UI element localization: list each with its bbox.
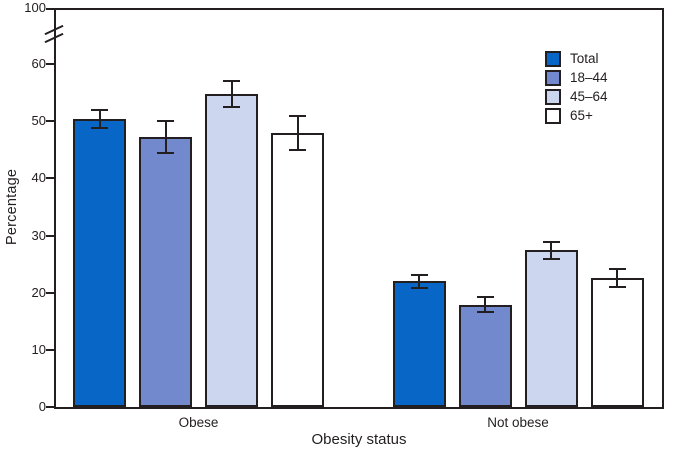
legend-label-18-44: 18–44 bbox=[570, 70, 608, 85]
error-bar-obese-45-64 bbox=[230, 81, 233, 107]
y-axis-tick-60 bbox=[46, 63, 54, 65]
y-axis-tick-50 bbox=[46, 120, 54, 123]
legend-item-65: 65+ bbox=[545, 108, 635, 124]
error-bar-cap bbox=[608, 268, 626, 271]
legend-item-45-64: 45–64 bbox=[545, 89, 635, 105]
error-bar-cap bbox=[157, 120, 174, 123]
error-bar-cap bbox=[476, 310, 494, 313]
bar-obese-45-64 bbox=[205, 93, 258, 407]
y-axis-tick-0 bbox=[46, 406, 54, 408]
x-group-label-not-obese: Not obese bbox=[487, 415, 549, 430]
error-bar-cap bbox=[157, 152, 174, 155]
bar-obese-total bbox=[73, 118, 126, 407]
legend-swatch-total bbox=[545, 51, 561, 67]
legend-swatch-65 bbox=[545, 108, 561, 124]
y-axis-tick-label-100: 100 bbox=[24, 0, 46, 15]
bar-not-obese-65 bbox=[590, 277, 644, 407]
error-bar-cap bbox=[542, 240, 560, 243]
bar-obese-18-44 bbox=[139, 137, 192, 407]
error-bar-cap bbox=[289, 149, 306, 152]
error-bar-cap bbox=[91, 127, 108, 130]
legend-label-65: 65+ bbox=[570, 108, 593, 123]
error-bar-not-obese-65 bbox=[616, 269, 618, 287]
error-bar-cap bbox=[91, 108, 108, 111]
error-bar-not-obese-45-64 bbox=[550, 241, 552, 259]
legend-item-total: Total bbox=[545, 51, 635, 67]
y-axis-tick-label-50: 50 bbox=[31, 113, 46, 129]
y-axis-tick-label-40: 40 bbox=[31, 170, 46, 186]
error-bar-cap bbox=[410, 286, 428, 289]
y-axis-tick-20 bbox=[46, 291, 54, 294]
y-axis-tick-label-0: 0 bbox=[38, 399, 46, 414]
y-axis-tick-label-10: 10 bbox=[31, 341, 46, 357]
error-bar-obese-total bbox=[98, 109, 101, 128]
error-bar-cap bbox=[608, 285, 626, 288]
error-bar-not-obese-total bbox=[418, 274, 420, 288]
bar-not-obese-45-64 bbox=[524, 250, 578, 407]
error-bar-cap bbox=[289, 115, 306, 118]
y-axis-tick-40 bbox=[46, 177, 54, 180]
legend-swatch-45-64 bbox=[545, 89, 561, 105]
y-axis-tick-30 bbox=[46, 234, 54, 237]
y-axis-tick-label-20: 20 bbox=[31, 284, 46, 300]
error-bar-obese-18-44 bbox=[164, 121, 167, 154]
bar-not-obese-total bbox=[392, 281, 446, 407]
y-axis-title: Percentage bbox=[4, 168, 20, 246]
bar-not-obese-18-44 bbox=[458, 304, 512, 407]
legend-swatch-18-44 bbox=[545, 70, 561, 86]
legend-label-total: Total bbox=[570, 51, 599, 66]
x-group-label-obese: Obese bbox=[178, 415, 219, 430]
error-bar-cap bbox=[223, 105, 240, 108]
error-bar-cap bbox=[542, 257, 560, 260]
y-axis-tick-label-60: 60 bbox=[31, 56, 46, 71]
error-bar-cap bbox=[476, 296, 494, 299]
y-axis-tick-label-30: 30 bbox=[31, 227, 46, 243]
y-axis-tick-100 bbox=[46, 8, 54, 10]
y-axis-tick-10 bbox=[46, 348, 54, 351]
error-bar-obese-65 bbox=[296, 116, 299, 151]
error-bar-cap bbox=[410, 273, 428, 276]
legend-item-18-44: 18–44 bbox=[545, 70, 635, 86]
error-bar-cap bbox=[223, 80, 240, 83]
bar-obese-65 bbox=[271, 133, 324, 407]
legend-label-45-64: 45–64 bbox=[570, 89, 608, 104]
error-bar-not-obese-18-44 bbox=[484, 297, 486, 312]
x-axis-title: Obesity status bbox=[311, 431, 407, 448]
